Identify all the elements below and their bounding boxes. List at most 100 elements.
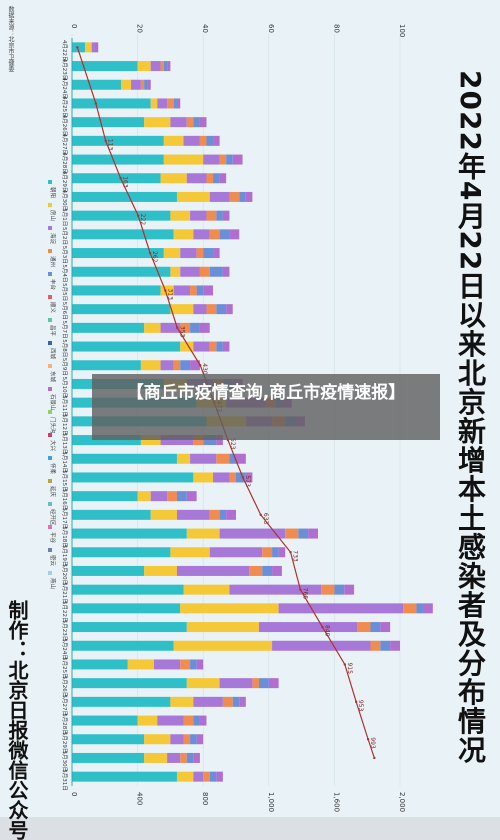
category-label: 4月25日 xyxy=(61,96,68,118)
bar-segment xyxy=(229,453,236,464)
bar-segment xyxy=(180,248,197,259)
bar-segment xyxy=(186,678,220,689)
line-axis-tick-label: 400 xyxy=(136,792,144,805)
bar-segment xyxy=(157,715,184,726)
category-label: 5月11日 xyxy=(61,395,68,417)
bar-segment xyxy=(167,752,181,763)
bar-segment xyxy=(196,659,204,670)
bar-segment xyxy=(131,79,141,90)
bar-segment xyxy=(298,528,309,539)
bar-segment xyxy=(180,752,187,763)
category-label: 5月12日 xyxy=(61,414,68,436)
bar-segment xyxy=(183,584,230,595)
category-label: 4月27日 xyxy=(61,134,68,156)
cumulative-data-label: 633 xyxy=(262,513,269,525)
bar-segment xyxy=(213,135,220,146)
bar-segment xyxy=(216,435,223,446)
bar-segment xyxy=(199,322,210,333)
bar-segment xyxy=(167,98,174,109)
bar-segment xyxy=(72,640,174,651)
legend-label: 大兴 xyxy=(49,440,57,452)
bar-segment xyxy=(170,696,194,707)
bar-segment xyxy=(160,322,181,333)
bar-segment xyxy=(72,678,187,689)
bar-segment xyxy=(272,640,371,651)
cumulative-point xyxy=(94,102,98,105)
bar-axis-tick-label: 20 xyxy=(136,24,144,33)
bar-segment xyxy=(308,528,318,539)
bar-segment xyxy=(183,715,194,726)
bar-segment xyxy=(170,117,187,128)
bar-segment xyxy=(186,117,194,128)
bar-segment xyxy=(72,341,181,352)
bar-segment xyxy=(380,622,391,633)
bar-segment xyxy=(170,210,191,221)
category-label: 5月26日 xyxy=(61,676,68,698)
bar-segment xyxy=(422,603,433,614)
bar-segment xyxy=(229,229,240,240)
bar-segment xyxy=(173,285,191,296)
bar-segment xyxy=(72,528,187,539)
bar-segment xyxy=(203,285,214,296)
overlay-banner[interactable]: 【商丘市疫情查询,商丘市疫情速报】 xyxy=(92,374,440,440)
bar-segment xyxy=(206,173,214,184)
bar-segment xyxy=(193,472,214,483)
category-label: 5月5日 xyxy=(61,283,68,301)
category-label: 4月23日 xyxy=(61,59,68,80)
legend-swatch xyxy=(48,502,52,506)
bar-segment xyxy=(193,304,207,315)
bar-segment xyxy=(216,771,223,782)
bar-segment xyxy=(416,603,423,614)
cumulative-data-label: 766 xyxy=(301,588,308,600)
bar-segment xyxy=(144,734,171,745)
bar-segment xyxy=(72,622,187,633)
legend-swatch xyxy=(48,226,52,230)
bar-segment xyxy=(252,678,259,689)
bar-segment xyxy=(245,191,253,202)
bar-segment xyxy=(213,173,220,184)
legend-label: 延庆 xyxy=(49,486,57,498)
bar-segment xyxy=(72,117,145,128)
category-label: 4月28日 xyxy=(61,152,68,174)
cumulative-point xyxy=(354,700,358,704)
legend-label: 西城 xyxy=(49,348,56,360)
legend-swatch xyxy=(48,249,52,253)
bar-segment xyxy=(209,191,230,202)
bar-segment xyxy=(209,341,217,352)
bar-segment xyxy=(180,322,191,333)
bar-axis-tick-label: 0 xyxy=(70,24,78,28)
bar-segment xyxy=(85,42,92,53)
bar-segment xyxy=(193,696,223,707)
legend-label: 海淀 xyxy=(49,233,57,245)
chart-title: 2022年4月22日以来北京新增本土感染者及分布情况 xyxy=(454,70,487,765)
bar-segment xyxy=(193,715,200,726)
bar-segment xyxy=(278,547,286,558)
cumulative-point xyxy=(241,476,245,479)
bar-segment xyxy=(232,696,240,707)
category-label: 5月1日 xyxy=(61,208,68,226)
bar-segment xyxy=(380,640,391,651)
bar-segment xyxy=(180,341,194,352)
bar-segment xyxy=(72,752,145,763)
bar-segment xyxy=(232,154,243,165)
bar-segment xyxy=(72,696,171,707)
legend-swatch xyxy=(48,341,52,345)
bar-segment xyxy=(180,266,200,277)
bar-segment xyxy=(216,453,230,464)
bar-segment xyxy=(216,210,223,221)
category-label: 5月19日 xyxy=(61,545,68,567)
bar-segment xyxy=(226,509,236,520)
bar-segment xyxy=(219,528,286,539)
bar-segment xyxy=(72,135,164,146)
category-label: 5月14日 xyxy=(61,451,68,473)
bar-segment xyxy=(150,61,161,72)
cumulative-data-label: 262 xyxy=(151,251,158,263)
bar-segment xyxy=(72,771,177,782)
category-label: 5月6日 xyxy=(61,302,68,320)
bar-segment xyxy=(186,752,194,763)
bar-segment xyxy=(72,304,171,315)
bar-segment xyxy=(144,117,171,128)
bar-segment xyxy=(72,603,181,614)
bar-segment xyxy=(278,603,404,614)
